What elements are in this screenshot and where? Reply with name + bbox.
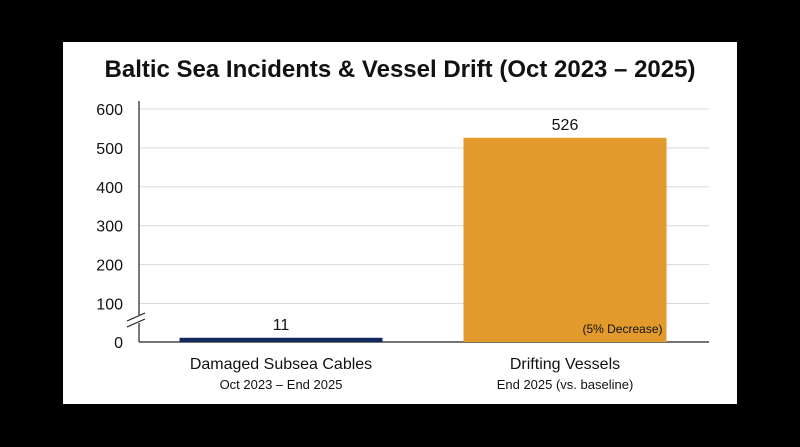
category-sublabel: Oct 2023 – End 2025 — [220, 377, 343, 392]
bar — [463, 137, 667, 342]
y-tick-label: 600 — [96, 102, 123, 119]
bar — [179, 337, 383, 342]
y-tick-label: 200 — [96, 258, 123, 275]
chart-title: Baltic Sea Incidents & Vessel Drift (Oct… — [104, 56, 696, 83]
y-tick-label: 400 — [96, 180, 123, 197]
category-label: Drifting Vessels — [510, 356, 620, 373]
y-tick-label: 0 — [114, 335, 123, 352]
y-tick-label: 100 — [96, 297, 123, 314]
chart-card: Baltic Sea Incidents & Vessel Drift (Oct… — [63, 42, 737, 404]
data-label: 526 — [552, 117, 579, 134]
category-label: Damaged Subsea Cables — [190, 356, 372, 373]
y-tick-label: 500 — [96, 141, 123, 158]
axis-break-mark — [126, 318, 146, 328]
bar-annotation: (5% Decrease) — [582, 322, 662, 336]
axis-break-gap — [135, 315, 143, 323]
y-tick-label: 300 — [96, 219, 123, 236]
bar-chart: 0 100 200 300 400 500 600 11 Damaged Subsea Cabl… — [96, 101, 709, 392]
category-sublabel: End 2025 (vs. baseline) — [497, 377, 634, 392]
axis-break-mark — [126, 312, 146, 322]
data-label: 11 — [273, 317, 290, 334]
